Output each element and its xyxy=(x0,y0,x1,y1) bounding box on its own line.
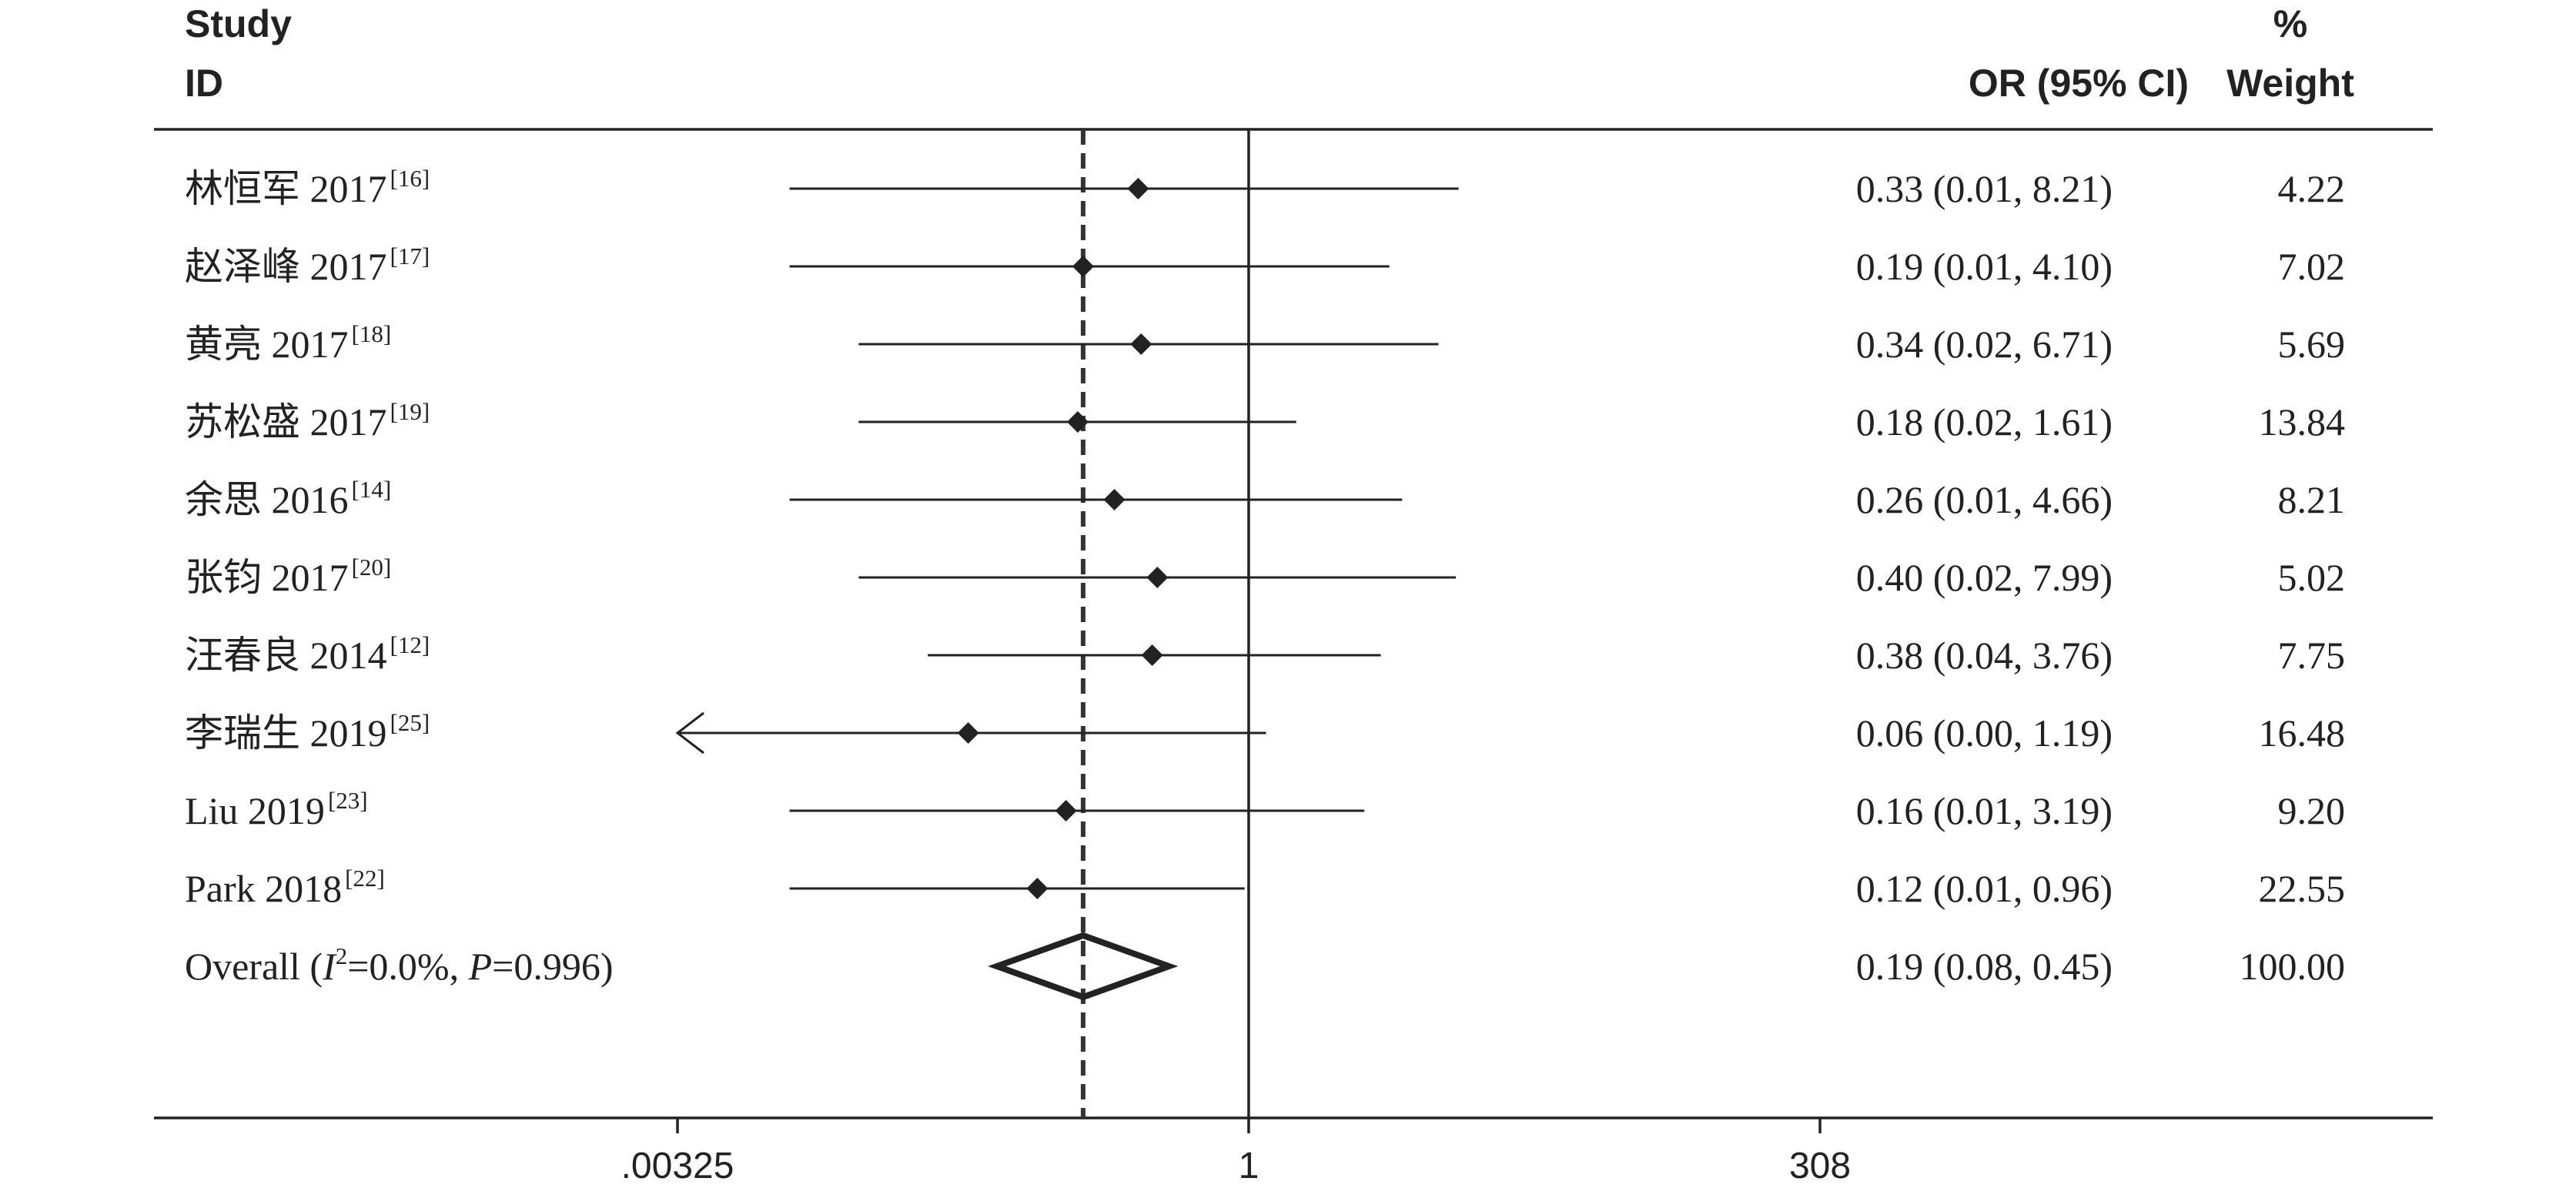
study-name: 林恒军 2017 xyxy=(185,167,387,210)
study-row: 赵泽峰 2017 [17] 0.19 (0.01, 4.10) 7.02 xyxy=(185,243,2345,288)
header-percent: % xyxy=(2273,2,2307,45)
study-reference: [19] xyxy=(390,398,430,425)
study-label: 汪春良 2014 [12] xyxy=(185,631,430,677)
ci-text: 0.12 (0.01, 0.96) xyxy=(1856,867,2113,910)
weight-text: 5.02 xyxy=(2278,556,2346,599)
point-estimate xyxy=(1066,411,1089,433)
study-reference: [20] xyxy=(352,554,392,581)
study-reference: [18] xyxy=(352,320,392,347)
header-ci: OR (95% CI) xyxy=(1969,62,2189,105)
study-name: 黄亮 2017 xyxy=(185,323,349,366)
x-tick-label: 1 xyxy=(1239,1146,1260,1186)
overall-row: Overall (I2=0.0%, P=0.996) 0.19 (0.08, 0.… xyxy=(185,932,2346,1001)
weight-text: 13.84 xyxy=(2259,400,2346,443)
overall-diamond xyxy=(987,932,1179,1001)
study-reference: [22] xyxy=(345,865,385,892)
weight-text: 7.02 xyxy=(2278,245,2346,288)
x-tick-label: .00325 xyxy=(621,1146,734,1186)
ci-text: 0.16 (0.01, 3.19) xyxy=(1856,789,2113,832)
study-name: Park 2018 xyxy=(185,867,342,910)
study-row: 余思 2016 [14] 0.26 (0.01, 4.66) 8.21 xyxy=(185,476,2345,521)
study-label: 赵泽峰 2017 [17] xyxy=(185,243,430,288)
study-rows: 林恒军 2017 [16] 0.33 (0.01, 8.21) 4.22 赵泽峰 201… xyxy=(185,165,2345,910)
study-row: Park 2018 [22] 0.12 (0.01, 0.96) 22.55 xyxy=(185,865,2345,910)
weight-text: 4.22 xyxy=(2278,167,2346,210)
study-label: 林恒军 2017 [16] xyxy=(185,165,430,210)
study-row: 张钧 2017 [20] 0.40 (0.02, 7.99) 5.02 xyxy=(185,554,2345,599)
study-row: 汪春良 2014 [12] 0.38 (0.04, 3.76) 7.75 xyxy=(185,631,2345,677)
ci-text: 0.34 (0.02, 6.71) xyxy=(1856,323,2113,366)
study-name: 余思 2016 xyxy=(185,478,349,521)
overall-ci-text: 0.19 (0.08, 0.45) xyxy=(1856,945,2113,988)
study-row: 黄亮 2017 [18] 0.34 (0.02, 6.71) 5.69 xyxy=(185,320,2345,366)
study-label: 黄亮 2017 [18] xyxy=(185,320,391,366)
ci-text: 0.26 (0.01, 4.66) xyxy=(1856,478,2113,521)
x-axis-ticks: .00325 1 308 xyxy=(621,1118,1851,1186)
study-label: 李瑞生 2019 [25] xyxy=(185,709,430,755)
p-value: =0.996) xyxy=(492,945,613,988)
study-reference: [17] xyxy=(390,243,430,269)
point-estimate xyxy=(1127,178,1149,199)
overall-weight-text: 100.00 xyxy=(2240,945,2346,988)
study-name: 李瑞生 2019 xyxy=(185,711,387,755)
ci-text: 0.06 (0.00, 1.19) xyxy=(1856,711,2113,755)
weight-text: 5.69 xyxy=(2278,323,2346,366)
ci-text: 0.38 (0.04, 3.76) xyxy=(1856,634,2113,677)
study-row: 苏松盛 2017 [19] 0.18 (0.02, 1.61) 13.84 xyxy=(185,398,2345,443)
study-label: 张钧 2017 [20] xyxy=(185,554,391,599)
study-row: 李瑞生 2019 [25] 0.06 (0.00, 1.19) 16.48 xyxy=(185,709,2345,755)
study-row: Liu 2019 [23] 0.16 (0.01, 3.19) 9.20 xyxy=(185,787,2345,832)
weight-text: 22.55 xyxy=(2259,867,2346,910)
ci-text: 0.19 (0.01, 4.10) xyxy=(1856,245,2113,288)
study-label: 余思 2016 [14] xyxy=(185,476,391,521)
study-name: 汪春良 2014 xyxy=(185,634,387,677)
study-name: 赵泽峰 2017 xyxy=(185,245,387,288)
weight-text: 8.21 xyxy=(2278,478,2346,521)
study-name: 张钧 2017 xyxy=(185,556,349,599)
study-reference: [25] xyxy=(390,709,430,736)
point-estimate xyxy=(957,722,979,744)
i-squared-superscript: 2 xyxy=(336,942,348,969)
point-estimate xyxy=(1026,878,1049,899)
weight-text: 16.48 xyxy=(2259,711,2346,755)
ci-text: 0.18 (0.02, 1.61) xyxy=(1856,400,2113,443)
i-squared-letter: I xyxy=(322,945,337,988)
study-label: Liu 2019 [23] xyxy=(185,787,368,832)
study-name: Liu 2019 xyxy=(185,789,325,832)
overall-prefix: Overall ( xyxy=(185,945,323,988)
study-label: Park 2018 [22] xyxy=(185,865,385,910)
overall-label: Overall (I2=0.0%, P=0.996) xyxy=(185,942,614,988)
weight-text: 7.75 xyxy=(2278,634,2346,677)
point-estimate xyxy=(1072,256,1094,277)
point-estimate xyxy=(1055,800,1077,822)
study-row: 林恒军 2017 [16] 0.33 (0.01, 8.21) 4.22 xyxy=(185,165,2345,210)
weight-text: 9.20 xyxy=(2278,789,2346,832)
study-reference: [23] xyxy=(328,787,368,814)
p-letter: P xyxy=(468,945,493,988)
x-tick-label: 308 xyxy=(1789,1146,1851,1186)
point-estimate xyxy=(1130,333,1153,355)
header-weight: Weight xyxy=(2226,62,2354,105)
study-reference: [14] xyxy=(352,476,392,503)
point-estimate xyxy=(1146,567,1169,588)
point-estimate xyxy=(1103,489,1126,510)
header-id: ID xyxy=(185,62,223,105)
i-squared-value: =0.0%, xyxy=(347,945,468,988)
header-study: Study xyxy=(185,2,292,45)
ci-text: 0.40 (0.02, 7.99) xyxy=(1856,556,2113,599)
study-reference: [12] xyxy=(390,631,430,658)
study-label: 苏松盛 2017 [19] xyxy=(185,398,430,443)
ci-truncation-arrow xyxy=(675,711,704,755)
point-estimate xyxy=(1141,644,1163,666)
ci-text: 0.33 (0.01, 8.21) xyxy=(1856,167,2113,210)
study-reference: [16] xyxy=(390,165,430,192)
study-name: 苏松盛 2017 xyxy=(185,400,387,443)
